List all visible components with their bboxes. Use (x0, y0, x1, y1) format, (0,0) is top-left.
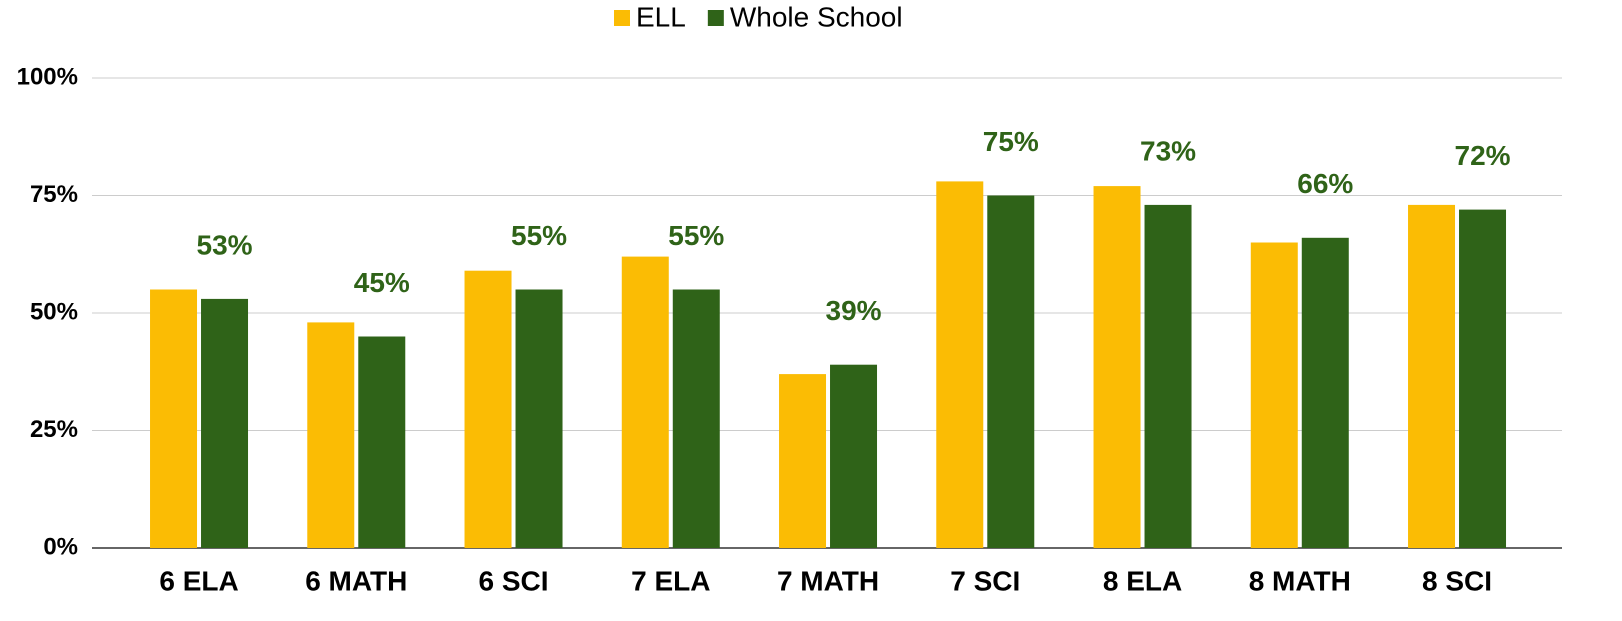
bar (150, 289, 198, 548)
data-label: 55% (511, 220, 567, 251)
y-tick-label: 75% (30, 181, 78, 208)
data-label: 39% (826, 295, 882, 326)
x-tick-label: 6 SCI (479, 565, 549, 596)
bar (307, 322, 355, 548)
data-label: 75% (983, 126, 1039, 157)
bar (1144, 204, 1192, 548)
legend-label: Whole School (730, 1, 903, 32)
data-label: 66% (1297, 168, 1353, 199)
bar (830, 364, 878, 548)
bar (1459, 209, 1507, 548)
data-label: 55% (668, 220, 724, 251)
y-tick-label: 0% (43, 533, 78, 560)
x-tick-label: 6 MATH (305, 565, 407, 596)
x-tick-label: 7 ELA (631, 565, 710, 596)
bar (621, 256, 669, 548)
bar (1301, 237, 1349, 549)
bar (1408, 204, 1456, 548)
x-tick-label: 7 SCI (950, 565, 1020, 596)
bar (358, 336, 406, 548)
x-tick-label: 7 MATH (777, 565, 879, 596)
legend-swatch (614, 10, 630, 26)
legend-label: ELL (636, 1, 686, 32)
bar (936, 181, 984, 548)
x-tick-label: 8 MATH (1249, 565, 1351, 596)
bar (464, 270, 512, 548)
x-tick-label: 6 ELA (159, 565, 238, 596)
data-label: 73% (1140, 135, 1196, 166)
bar (1250, 242, 1298, 548)
y-tick-label: 50% (30, 298, 78, 325)
bar (672, 289, 720, 548)
bar (515, 289, 563, 548)
x-tick-label: 8 SCI (1422, 565, 1492, 596)
y-tick-label: 25% (30, 416, 78, 443)
bar (1093, 186, 1141, 548)
y-tick-label: 100% (17, 63, 78, 90)
x-tick-label: 8 ELA (1103, 565, 1182, 596)
bar (987, 195, 1035, 548)
legend-swatch (707, 10, 724, 26)
bar (779, 374, 827, 548)
bar (201, 298, 249, 548)
data-label: 72% (1455, 140, 1511, 171)
data-label: 53% (197, 229, 253, 260)
data-label: 45% (354, 267, 410, 298)
